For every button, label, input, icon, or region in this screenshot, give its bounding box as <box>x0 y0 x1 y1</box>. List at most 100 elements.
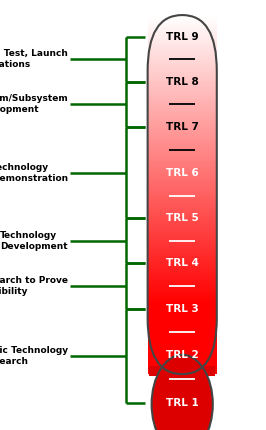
Bar <box>148 318 217 319</box>
Bar <box>148 53 217 55</box>
Bar <box>148 366 217 367</box>
Bar <box>148 191 217 192</box>
Bar <box>148 125 217 126</box>
Bar <box>148 73 217 74</box>
Bar <box>148 32 217 33</box>
Bar <box>148 137 217 138</box>
Bar <box>148 88 217 89</box>
Bar <box>148 77 217 79</box>
Text: TRL 6: TRL 6 <box>166 168 199 178</box>
Bar <box>148 200 217 202</box>
Bar <box>148 222 217 223</box>
Bar <box>148 75 217 76</box>
Bar <box>148 282 217 283</box>
Bar <box>148 180 217 181</box>
Bar <box>148 356 217 357</box>
Bar <box>148 233 217 234</box>
Bar <box>148 209 217 210</box>
Text: Technology
Development: Technology Development <box>0 231 68 251</box>
Bar <box>148 172 217 173</box>
Bar <box>148 81 217 82</box>
Bar <box>148 192 217 194</box>
Bar <box>148 62 217 63</box>
Bar <box>148 314 217 316</box>
Bar <box>148 106 217 107</box>
Bar <box>148 361 217 362</box>
Bar <box>148 308 217 310</box>
Bar <box>148 344 217 345</box>
Bar <box>148 259 217 261</box>
Bar <box>148 96 217 98</box>
Bar <box>148 239 217 240</box>
Bar <box>148 71 217 73</box>
Bar <box>148 147 217 148</box>
Bar <box>148 252 217 253</box>
Bar <box>148 165 217 166</box>
Bar <box>148 273 217 275</box>
Bar <box>148 74 217 75</box>
Bar <box>148 284 217 286</box>
Bar <box>148 325 217 326</box>
Bar <box>148 184 217 185</box>
Bar <box>148 76 217 77</box>
Text: TRL 9: TRL 9 <box>166 31 198 42</box>
Bar <box>148 306 217 307</box>
Text: System Test, Launch
& Operations: System Test, Launch & Operations <box>0 49 68 69</box>
Bar <box>148 354 217 355</box>
Bar <box>148 333 217 335</box>
Bar <box>148 135 217 136</box>
Bar <box>148 250 217 251</box>
Bar <box>148 94 217 95</box>
Bar <box>148 232 217 233</box>
Bar <box>148 243 217 244</box>
Bar <box>148 128 217 129</box>
Bar <box>148 112 217 113</box>
Bar <box>148 22 217 23</box>
Text: TRL 2: TRL 2 <box>166 350 199 360</box>
Bar <box>148 58 217 59</box>
Bar <box>148 141 217 142</box>
Bar <box>148 269 217 270</box>
Bar <box>148 267 217 269</box>
Bar <box>148 161 217 162</box>
Bar <box>148 218 217 220</box>
Bar <box>148 343 217 344</box>
Bar <box>148 50 217 51</box>
Bar <box>148 221 217 222</box>
Text: TRL 5: TRL 5 <box>166 213 199 224</box>
Bar <box>148 300 217 301</box>
Bar <box>148 372 217 373</box>
Bar <box>148 359 217 360</box>
Bar <box>148 57 217 58</box>
Bar <box>148 44 217 45</box>
Bar <box>148 113 217 114</box>
Bar <box>148 143 217 144</box>
Text: TRL 8: TRL 8 <box>166 77 199 87</box>
Bar <box>148 21 217 22</box>
Bar <box>148 90 217 92</box>
Text: Basic Technology
Research: Basic Technology Research <box>0 346 68 366</box>
Bar <box>148 157 217 159</box>
Bar <box>148 150 217 151</box>
Bar <box>148 35 217 37</box>
Bar <box>148 301 217 302</box>
Bar <box>148 310 217 312</box>
Bar <box>148 51 217 52</box>
Bar <box>148 244 217 245</box>
Bar <box>148 320 217 322</box>
Bar <box>148 350 217 351</box>
Bar <box>148 118 217 119</box>
Bar <box>148 266 217 267</box>
Bar <box>148 34 217 35</box>
Bar <box>148 294 217 295</box>
Bar <box>148 89 217 90</box>
Bar <box>148 280 217 281</box>
Bar <box>148 240 217 241</box>
Bar <box>148 52 217 53</box>
Bar <box>148 332 217 333</box>
Bar <box>148 117 217 118</box>
Bar <box>148 341 217 342</box>
Bar <box>148 27 217 28</box>
Bar <box>148 230 217 232</box>
Bar <box>148 327 217 329</box>
